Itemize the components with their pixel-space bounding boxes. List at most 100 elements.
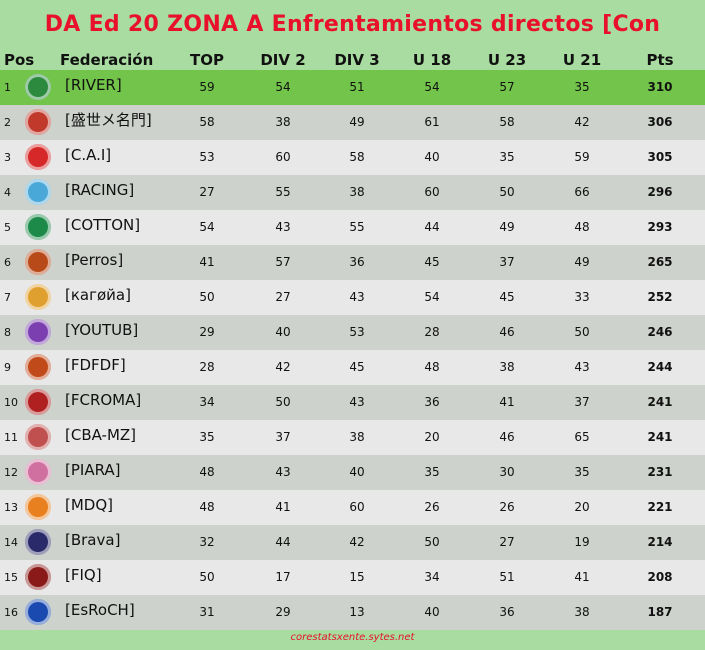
header-top: TOP (190, 51, 224, 69)
team-logo-icon (25, 179, 51, 205)
col-u18: 54 (424, 80, 440, 94)
col-u18: 48 (424, 360, 440, 374)
col-u18: 34 (424, 570, 440, 584)
col-pts: 293 (647, 220, 673, 234)
table-header: Pos Federación TOP DIV 2 DIV 3 U 18 U 23… (0, 50, 705, 70)
row-federation: [YOUTUB] (65, 321, 139, 339)
col-div2: 43 (275, 465, 291, 479)
col-u23: 36 (499, 605, 515, 619)
team-logo-icon (25, 319, 51, 345)
col-div3: 45 (349, 360, 365, 374)
col-u21: 35 (574, 465, 590, 479)
col-div3: 43 (349, 395, 365, 409)
row-federation: [FDFDF] (65, 356, 126, 374)
table-row: 5 [COTTON] 54 43 55 44 49 48 293 (0, 210, 705, 245)
row-federation: [C.A.I] (65, 146, 112, 164)
table-row: 3 [C.A.I] 53 60 58 40 35 59 305 (0, 140, 705, 175)
col-top: 48 (199, 465, 215, 479)
col-pts: 310 (647, 80, 673, 94)
col-pts: 306 (647, 115, 673, 129)
row-federation: [кагøйа] (65, 286, 131, 304)
col-pts: 252 (647, 290, 673, 304)
col-div3: 15 (349, 570, 365, 584)
col-u18: 60 (424, 185, 440, 199)
table-row: 7 [кагøйа] 50 27 43 54 45 33 252 (0, 280, 705, 315)
header-div2: DIV 2 (260, 51, 306, 69)
col-div3: 53 (349, 325, 365, 339)
col-u18: 50 (424, 535, 440, 549)
standings-table: 1 [RIVER] 59 54 51 54 57 35 310 2 [盛世メ名門] 58 38 49 61 5… (0, 70, 705, 630)
row-position: 16 (4, 606, 18, 619)
row-position: 11 (4, 431, 18, 444)
col-pts: 296 (647, 185, 673, 199)
team-logo-icon (25, 249, 51, 275)
col-div2: 29 (275, 605, 291, 619)
header-pos: Pos (4, 51, 35, 69)
col-div2: 43 (275, 220, 291, 234)
col-u23: 38 (499, 360, 515, 374)
col-u18: 61 (424, 115, 440, 129)
row-position: 2 (4, 116, 11, 129)
col-pts: 241 (647, 395, 673, 409)
col-top: 41 (199, 255, 215, 269)
col-u21: 50 (574, 325, 590, 339)
col-u21: 66 (574, 185, 590, 199)
col-u23: 46 (499, 325, 515, 339)
table-row: 1 [RIVER] 59 54 51 54 57 35 310 (0, 70, 705, 105)
col-top: 50 (199, 290, 215, 304)
col-u18: 28 (424, 325, 440, 339)
team-logo-icon (25, 284, 51, 310)
col-u23: 58 (499, 115, 515, 129)
col-u18: 20 (424, 430, 440, 444)
col-u23: 50 (499, 185, 515, 199)
col-pts: 305 (647, 150, 673, 164)
table-row: 2 [盛世メ名門] 58 38 49 61 58 42 306 (0, 105, 705, 140)
col-div3: 43 (349, 290, 365, 304)
header-pts: Pts (646, 51, 674, 69)
col-div2: 37 (275, 430, 291, 444)
table-row: 4 [RACING] 27 55 38 60 50 66 296 (0, 175, 705, 210)
col-div3: 40 (349, 465, 365, 479)
col-u21: 38 (574, 605, 590, 619)
table-row: 14 [Brava] 32 44 42 50 27 19 214 (0, 525, 705, 560)
col-div3: 58 (349, 150, 365, 164)
col-div2: 60 (275, 150, 291, 164)
team-logo-icon (25, 389, 51, 415)
team-logo-icon (25, 564, 51, 590)
team-logo-icon (25, 459, 51, 485)
col-div3: 13 (349, 605, 365, 619)
row-position: 1 (4, 81, 11, 94)
table-row: 8 [YOUTUB] 29 40 53 28 46 50 246 (0, 315, 705, 350)
row-position: 9 (4, 361, 11, 374)
col-pts: 265 (647, 255, 673, 269)
table-row: 10 [FCROMA] 34 50 43 36 41 37 241 (0, 385, 705, 420)
col-div3: 42 (349, 535, 365, 549)
col-top: 31 (199, 605, 215, 619)
col-u21: 37 (574, 395, 590, 409)
col-div2: 17 (275, 570, 291, 584)
col-pts: 208 (647, 570, 673, 584)
col-u23: 27 (499, 535, 515, 549)
team-logo-icon (25, 74, 51, 100)
row-federation: [MDQ] (65, 496, 114, 514)
table-row: 13 [MDQ] 48 41 60 26 26 20 221 (0, 490, 705, 525)
col-div2: 57 (275, 255, 291, 269)
col-u21: 43 (574, 360, 590, 374)
row-federation: [EsRoCH] (65, 601, 135, 619)
team-logo-icon (25, 144, 51, 170)
col-div2: 27 (275, 290, 291, 304)
team-logo-icon (25, 494, 51, 520)
team-logo-icon (25, 214, 51, 240)
table-row: 12 [PIARA] 48 43 40 35 30 35 231 (0, 455, 705, 490)
col-top: 27 (199, 185, 215, 199)
row-position: 15 (4, 571, 18, 584)
col-div3: 36 (349, 255, 365, 269)
col-u21: 20 (574, 500, 590, 514)
col-u23: 30 (499, 465, 515, 479)
col-u21: 19 (574, 535, 590, 549)
row-position: 4 (4, 186, 11, 199)
team-logo-icon (25, 424, 51, 450)
col-div3: 55 (349, 220, 365, 234)
col-u23: 57 (499, 80, 515, 94)
row-position: 5 (4, 221, 11, 234)
